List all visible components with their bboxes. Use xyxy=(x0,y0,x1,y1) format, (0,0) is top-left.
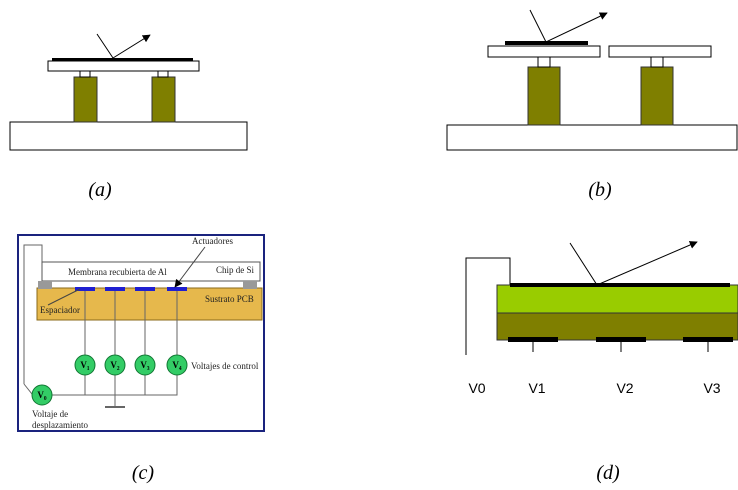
electrode xyxy=(596,337,646,342)
light-ray xyxy=(570,242,697,285)
mirror xyxy=(52,58,193,61)
voltage-label: V2 xyxy=(616,380,633,396)
voltage-label: V₁ xyxy=(80,360,89,370)
label: desplazamiento xyxy=(32,420,88,430)
pillar xyxy=(152,77,175,122)
voltage-label: V1 xyxy=(528,380,545,396)
label: Voltajes de control xyxy=(191,361,259,371)
electrode xyxy=(105,287,125,291)
electrode xyxy=(167,287,187,291)
pillar xyxy=(74,77,97,122)
membrane-layer xyxy=(497,285,738,313)
plate xyxy=(48,61,199,71)
voltage-label: V₄ xyxy=(172,360,181,370)
label: Sustrato PCB xyxy=(205,294,254,304)
voltage-label: V3 xyxy=(703,380,720,396)
electrode xyxy=(508,337,558,342)
spacer xyxy=(243,281,257,289)
connector xyxy=(651,57,663,67)
base xyxy=(447,125,737,150)
voltage-label: V₃ xyxy=(140,360,149,370)
label: Membrana recubierta de Al xyxy=(68,267,167,277)
light-ray xyxy=(530,10,607,42)
label: Espaciador xyxy=(40,305,80,315)
panel-c: V₁ V₂ V₃ V₄ V₀ Actuadores Membrana recub… xyxy=(18,235,264,484)
light-ray xyxy=(97,34,150,58)
label: Voltaje de xyxy=(32,409,68,419)
voltage-label: V₀ xyxy=(37,390,46,400)
connector xyxy=(538,57,550,67)
electrode xyxy=(683,337,733,342)
voltage-label: V₂ xyxy=(110,360,119,370)
plate xyxy=(609,46,711,57)
caption: (b) xyxy=(588,179,612,201)
panel-b: (b) xyxy=(447,10,737,201)
figure: (a) (b) xyxy=(0,0,738,490)
voltage-label: V0 xyxy=(468,380,485,396)
label: Chip de Si xyxy=(216,265,255,275)
spacer xyxy=(38,281,52,289)
label: Actuadores xyxy=(192,236,233,246)
pillar xyxy=(641,67,673,125)
pillar xyxy=(528,67,560,125)
caption: (d) xyxy=(596,462,620,484)
caption: (a) xyxy=(88,179,112,201)
caption: (c) xyxy=(132,462,155,484)
panel-a: (a) xyxy=(10,34,247,201)
base xyxy=(10,122,247,150)
panel-d: V0 V1 V2 V3 (d) xyxy=(466,242,738,484)
plate xyxy=(488,46,600,57)
mirror xyxy=(510,283,730,287)
electrode xyxy=(135,287,155,291)
substrate xyxy=(37,288,262,320)
substrate-layer xyxy=(497,313,738,340)
